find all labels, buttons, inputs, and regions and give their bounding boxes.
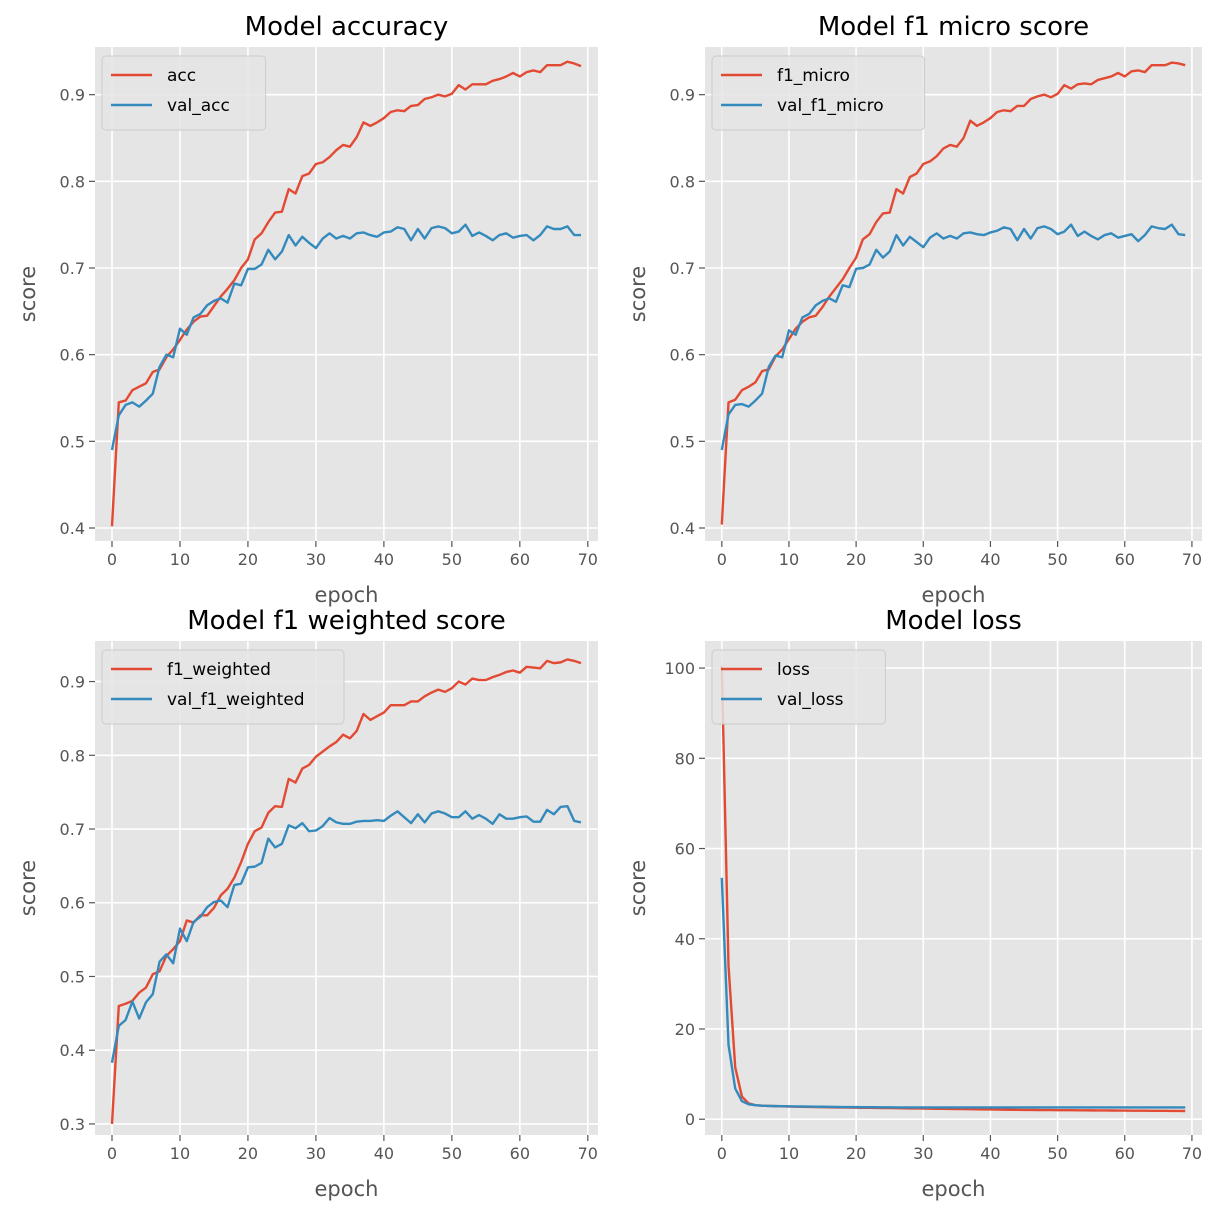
chart-title: Model f1 weighted score	[187, 606, 506, 636]
chart-title: Model accuracy	[245, 12, 449, 42]
x-tick-label: 50	[442, 1144, 462, 1163]
chart-panel-1: 0 10 20 30 40 50 60 70 0.4 0.5 0.6 0.7 0.8 0.9 Model a…	[16, 12, 598, 607]
y-tick-label: 0.8	[670, 172, 695, 191]
legend-label: val_f1_micro	[777, 96, 884, 116]
y-tick-label: 0.9	[670, 86, 695, 105]
x-tick-label: 20	[846, 550, 866, 569]
x-tick-label: 0	[107, 550, 117, 569]
x-tick-label: 30	[913, 550, 933, 569]
chart-title: Model f1 micro score	[818, 12, 1089, 42]
x-tick-label: 10	[170, 1144, 190, 1163]
legend-label: acc	[167, 66, 196, 86]
x-tick-label: 70	[578, 550, 598, 569]
y-tick-label: 0.9	[60, 86, 85, 105]
series-line-val_f1_micro	[720, 223, 1186, 451]
x-axis-label: epoch	[922, 1177, 986, 1201]
y-tick-label: 0.4	[60, 519, 85, 538]
legend	[101, 649, 345, 725]
x-tick-label: 70	[1182, 1144, 1202, 1163]
chart-panel-2: 0 10 20 30 40 50 60 70 0.4 0.5 0.6 0.7 0.8 0.9 Model f…	[626, 12, 1202, 607]
series-line-val_acc	[110, 223, 582, 451]
x-tick-label: 60	[1115, 550, 1135, 569]
series-line-val_f1_weighted	[110, 804, 582, 1063]
y-tick-label: 0.4	[60, 1041, 85, 1060]
series-line-val_loss	[720, 877, 1186, 1109]
x-tick-label: 70	[1182, 550, 1202, 569]
series-line-f1_weighted	[110, 658, 582, 1125]
y-tick-label: 0.6	[670, 346, 695, 365]
legend-label: f1_weighted	[167, 660, 271, 680]
y-axis-label: score	[16, 266, 40, 322]
x-tick-label: 50	[1047, 550, 1067, 569]
x-tick-label: 50	[442, 550, 462, 569]
x-tick-label: 40	[980, 1144, 1000, 1163]
chart-title: Model loss	[885, 606, 1022, 636]
y-tick-label: 100	[664, 659, 695, 678]
y-tick-label: 0.8	[60, 172, 85, 191]
x-tick-label: 60	[510, 1144, 530, 1163]
x-tick-label: 70	[578, 1144, 598, 1163]
x-tick-label: 30	[913, 1144, 933, 1163]
y-axis-label: score	[626, 860, 650, 916]
y-axis-label: score	[626, 266, 650, 322]
x-tick-label: 40	[374, 1144, 394, 1163]
x-tick-label: 30	[306, 550, 326, 569]
y-tick-label: 0	[685, 1110, 695, 1129]
x-tick-label: 0	[107, 1144, 117, 1163]
x-tick-label: 60	[510, 550, 530, 569]
y-tick-label: 80	[675, 749, 695, 768]
x-tick-label: 60	[1115, 1144, 1135, 1163]
legend	[711, 55, 926, 131]
x-tick-label: 0	[717, 1144, 727, 1163]
chart-panel-4: 0 10 20 30 40 50 60 70 0 20 40 60 80 100 Model loss epo…	[626, 606, 1202, 1201]
y-tick-label: 0.7	[60, 820, 85, 839]
legend-label: val_acc	[167, 96, 230, 116]
y-tick-label: 0.5	[670, 432, 695, 451]
y-tick-label: 0.7	[60, 259, 85, 278]
x-tick-label: 40	[980, 550, 1000, 569]
y-tick-label: 60	[675, 840, 695, 859]
x-axis-label: epoch	[922, 583, 986, 607]
y-tick-label: 0.7	[670, 259, 695, 278]
x-tick-label: 10	[779, 1144, 799, 1163]
legend-label: val_loss	[777, 690, 844, 710]
y-tick-label: 0.6	[60, 346, 85, 365]
y-tick-label: 0.3	[60, 1115, 85, 1134]
x-tick-label: 20	[238, 550, 258, 569]
y-tick-label: 20	[675, 1020, 695, 1039]
y-tick-label: 0.6	[60, 894, 85, 913]
x-tick-label: 20	[238, 1144, 258, 1163]
chart-panel-3: 0 10 20 30 40 50 60 70 0.3 0.4 0.5 0.6 0.7 0.8 0.9 Mode…	[16, 606, 598, 1201]
y-tick-label: 0.4	[670, 519, 695, 538]
y-tick-label: 40	[675, 930, 695, 949]
x-tick-label: 20	[846, 1144, 866, 1163]
x-axis-label: epoch	[315, 1177, 379, 1201]
y-tick-label: 0.5	[60, 967, 85, 986]
x-tick-label: 40	[374, 550, 394, 569]
x-tick-label: 0	[717, 550, 727, 569]
x-axis-label: epoch	[315, 583, 379, 607]
x-tick-label: 10	[779, 550, 799, 569]
y-tick-label: 0.8	[60, 746, 85, 765]
x-tick-label: 10	[170, 550, 190, 569]
legend-label: val_f1_weighted	[167, 690, 305, 710]
legend-label: f1_micro	[777, 66, 850, 86]
y-tick-label: 0.5	[60, 432, 85, 451]
legend-label: loss	[777, 660, 810, 680]
x-tick-label: 50	[1047, 1144, 1067, 1163]
y-axis-label: score	[16, 860, 40, 916]
x-tick-label: 30	[306, 1144, 326, 1163]
y-tick-label: 0.9	[60, 673, 85, 692]
